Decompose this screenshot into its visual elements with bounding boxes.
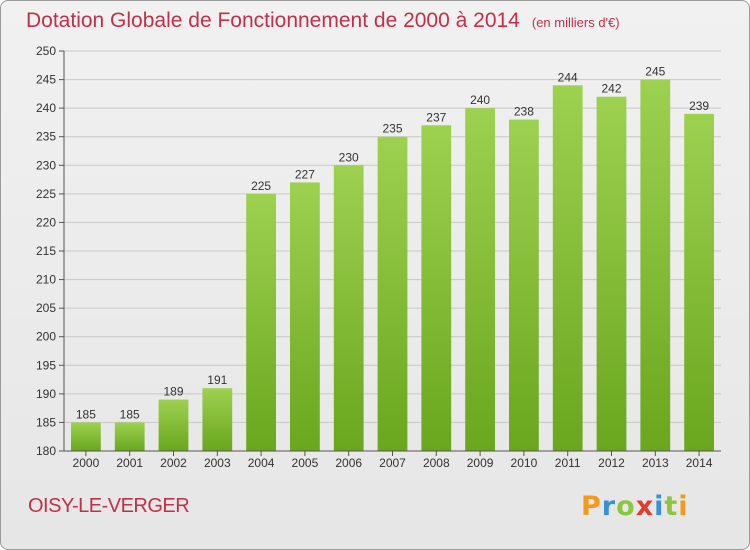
bar-2004 xyxy=(246,193,276,451)
logo-letter: o xyxy=(616,491,636,522)
x-tick-label: 2000 xyxy=(73,456,100,470)
x-tick-label: 2007 xyxy=(379,456,406,470)
bar-2008 xyxy=(421,125,452,452)
y-tick-label: 210 xyxy=(36,273,56,287)
x-tick-label: 2006 xyxy=(335,456,362,470)
x-tick-label: 2003 xyxy=(204,456,231,470)
data-label-2000: 185 xyxy=(76,407,96,421)
y-tick-label: 250 xyxy=(36,44,56,58)
data-label-2005: 227 xyxy=(295,167,315,181)
bar-2014 xyxy=(684,113,714,451)
proxiti-logo: Proxiti xyxy=(581,491,689,522)
bar-2003 xyxy=(202,388,233,451)
y-tick-label: 190 xyxy=(36,387,56,401)
bar-2009 xyxy=(465,108,495,452)
x-tick-label: 2012 xyxy=(598,456,625,470)
bar-2006 xyxy=(333,165,364,452)
data-label-2014: 239 xyxy=(689,99,709,113)
logo-letter: i xyxy=(678,491,689,522)
y-tick-label: 230 xyxy=(36,158,56,172)
data-label-2001: 185 xyxy=(120,407,140,421)
y-tick-label: 215 xyxy=(36,244,56,258)
bar-2005 xyxy=(290,182,320,451)
y-tick-label: 200 xyxy=(36,330,56,344)
data-label-2009: 240 xyxy=(470,93,490,107)
bar-2010 xyxy=(509,119,539,452)
bar-2002 xyxy=(158,399,189,451)
y-tick-label: 180 xyxy=(36,444,56,458)
data-label-2012: 242 xyxy=(601,82,621,96)
bar-2007 xyxy=(377,136,408,451)
labels: 180 185 190 195 200 205 210 215 220 225 230 235 240 2… xyxy=(36,44,713,470)
title-row: Dotation Globale de Fonctionnement de 20… xyxy=(26,9,620,33)
bar-2011 xyxy=(552,85,583,452)
x-tick-label: 2009 xyxy=(467,456,494,470)
logo-letter: t xyxy=(664,491,679,522)
x-tick-label: 2013 xyxy=(642,456,669,470)
y-tick-label: 240 xyxy=(36,101,56,115)
x-tick-label: 2004 xyxy=(248,456,275,470)
y-tick-label: 220 xyxy=(36,215,56,229)
data-label-2007: 235 xyxy=(382,122,402,136)
x-tick-label: 2014 xyxy=(686,456,713,470)
data-label-2003: 191 xyxy=(207,373,227,387)
logo-letter: x xyxy=(635,491,655,522)
data-label-2008: 237 xyxy=(426,110,446,124)
y-tick-label: 235 xyxy=(36,130,56,144)
logo-letter: r xyxy=(601,491,617,522)
y-tick-label: 225 xyxy=(36,187,56,201)
commune-name: OISY-LE-VERGER xyxy=(28,495,190,517)
logo-letter: i xyxy=(654,491,665,522)
bar-2012 xyxy=(596,96,627,451)
logo-letter: P xyxy=(581,491,602,522)
x-tick-label: 2005 xyxy=(292,456,319,470)
bars xyxy=(71,79,714,452)
y-tick-label: 195 xyxy=(36,358,56,372)
bar-2013 xyxy=(640,79,671,452)
bar-2001 xyxy=(114,422,145,451)
chart-unit: (en milliers d'€) xyxy=(531,15,620,30)
x-tick-label: 2008 xyxy=(423,456,450,470)
data-label-2002: 189 xyxy=(163,385,183,399)
bar-2000 xyxy=(71,422,101,451)
y-tick-label: 205 xyxy=(36,301,56,315)
data-label-2010: 238 xyxy=(514,105,534,119)
chart-title: Dotation Globale de Fonctionnement de 20… xyxy=(26,9,520,32)
x-tick-label: 2002 xyxy=(160,456,187,470)
data-label-2013: 245 xyxy=(645,65,665,79)
data-label-2004: 225 xyxy=(251,179,271,193)
axes xyxy=(59,50,721,456)
x-tick-label: 2001 xyxy=(116,456,143,470)
data-label-2011: 244 xyxy=(558,70,578,84)
x-tick-label: 2010 xyxy=(511,456,538,470)
data-label-2006: 230 xyxy=(339,150,359,164)
x-tick-label: 2011 xyxy=(555,456,581,470)
y-tick-label: 185 xyxy=(36,415,56,429)
y-tick-label: 245 xyxy=(36,73,56,87)
